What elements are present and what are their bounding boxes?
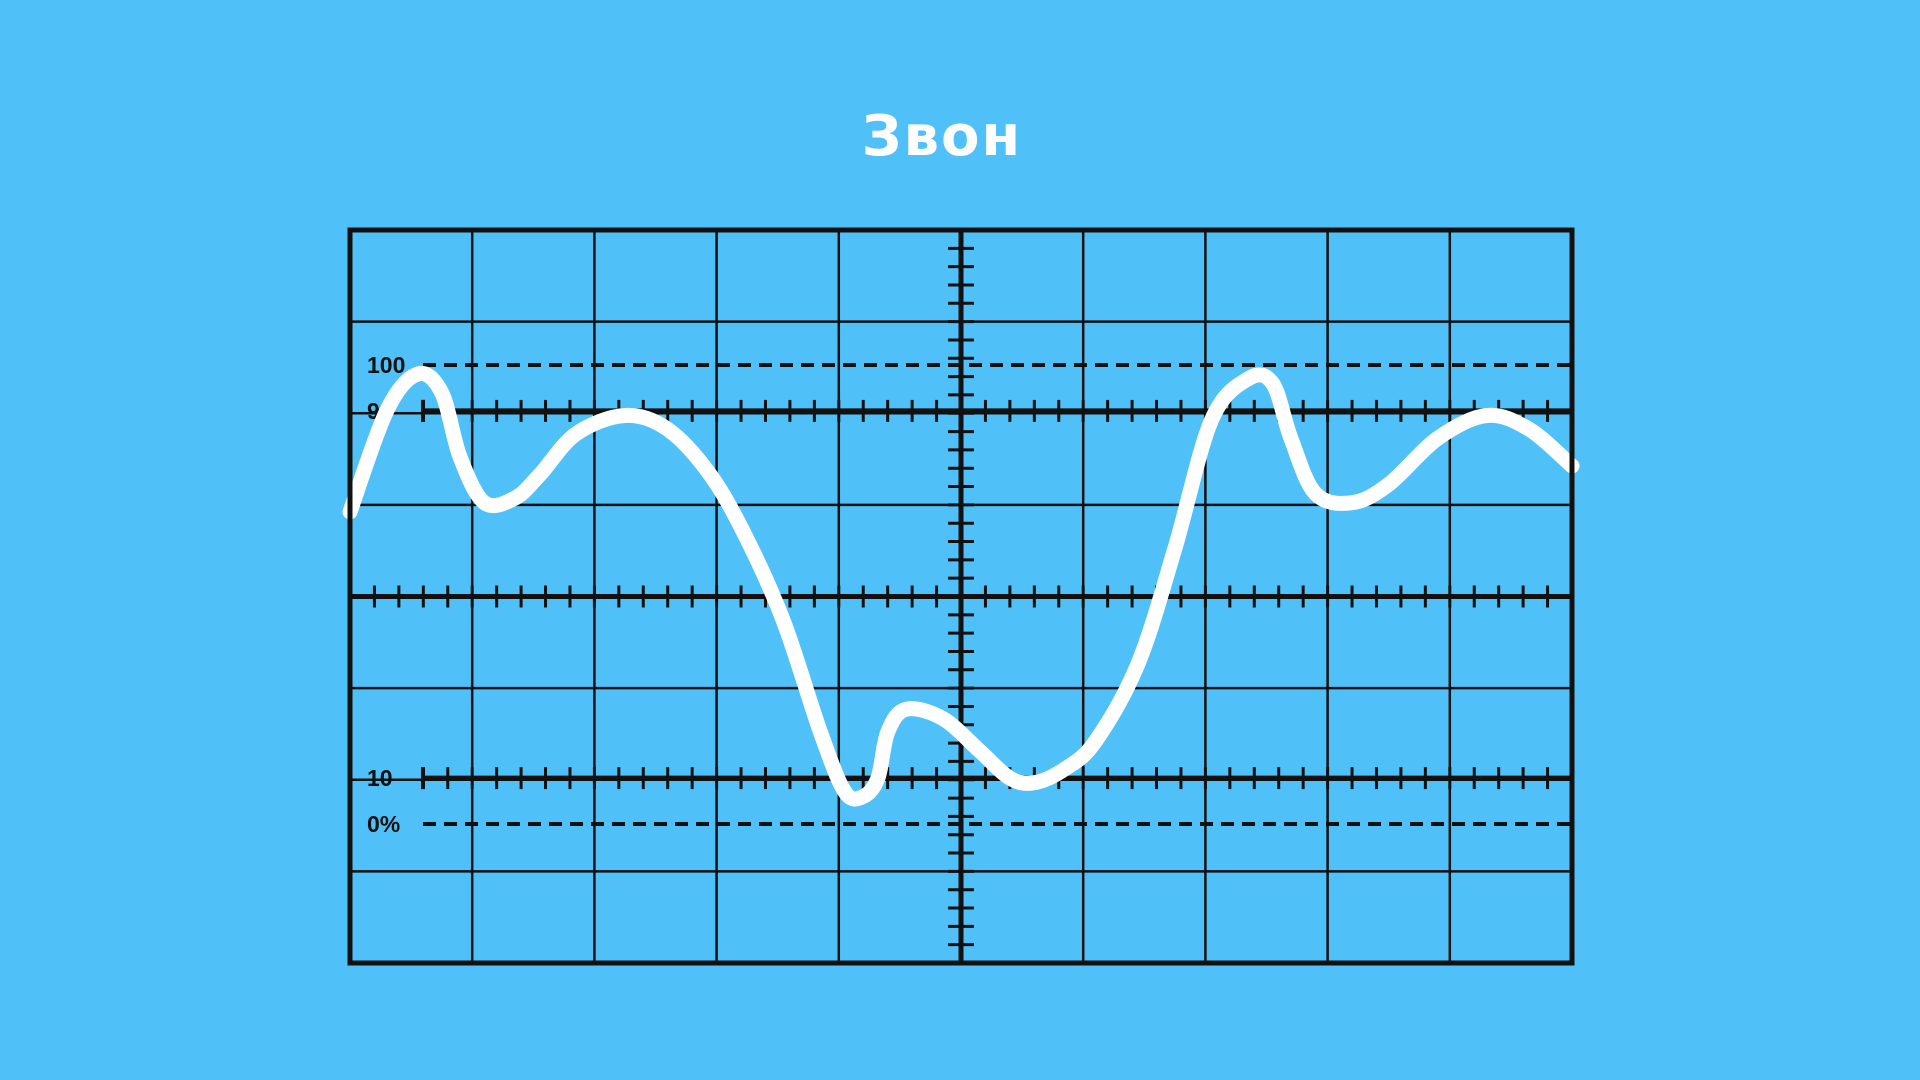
level-label-0pct: 0% <box>367 811 400 837</box>
waveform-trace <box>342 366 1580 807</box>
screen-frame <box>347 227 1575 966</box>
diagram-title: Звон <box>861 104 1023 169</box>
level-label-100: 100 <box>367 352 405 378</box>
level-label-10: 10 <box>367 765 393 791</box>
